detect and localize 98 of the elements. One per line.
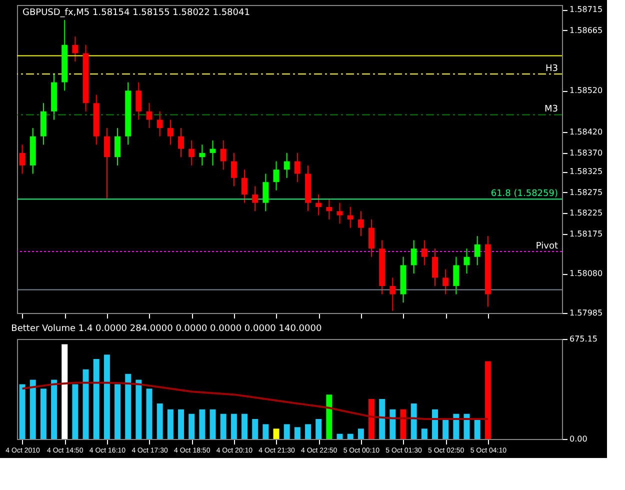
bar [19,384,26,439]
y-tick-label: 1.58175 [570,230,603,239]
candlestick [104,128,110,200]
bar [178,409,184,439]
bar [104,354,110,439]
y-tick-label: 1.58520 [570,86,603,96]
ref-line-label: 61.8 (1.58259) [490,189,558,200]
bar [220,414,226,439]
bar [93,359,100,439]
ref-line-label: Pivot [536,241,558,252]
candlestick [188,140,195,166]
ref-line-label: M3 [544,104,558,115]
bar [453,414,460,439]
ref-line-label: H3 [546,64,558,74]
candlestick [273,160,280,191]
bar [199,409,206,439]
candlestick [156,110,163,137]
bar [442,419,449,439]
bar [316,419,322,439]
bar [368,399,375,439]
candlestick [336,202,343,224]
bar [252,419,258,439]
y-tick-label: 1.58275 [570,188,603,197]
candlestick [368,218,375,258]
bar [230,414,237,439]
bar [210,409,216,439]
y-tick-label: 675.15 [570,334,598,344]
candlestick [347,206,354,228]
bar [432,409,438,439]
bar [273,428,280,439]
bar [72,384,78,439]
candlestick [410,240,417,274]
candlestick [442,268,449,295]
candlestick [464,248,470,274]
bar [136,380,142,439]
bar [294,427,300,439]
candlestick [178,128,184,158]
candlestick [220,140,226,170]
chart-title: GBPUSD_fx,M5 1.58154 1.58155 1.58022 1.58041 [22,8,250,18]
candlestick [421,240,428,266]
candlestick [294,152,300,183]
y-tick-label: 0.00 [570,434,588,444]
bar [156,403,163,439]
bar [347,434,354,439]
y-tick-label: 1.58420 [570,128,603,137]
bar [421,428,428,439]
candlestick [474,236,480,266]
bar [474,419,480,439]
candlestick [210,140,216,166]
bar [114,384,121,439]
bar [284,424,290,439]
bar [30,380,36,439]
candlestick [230,152,237,187]
candlestick [390,277,396,312]
bar [410,403,417,439]
y-tick-label: 1.58665 [570,26,603,35]
candlestick [167,119,174,146]
bar [464,414,470,439]
candlestick [242,169,248,204]
bar [336,434,343,439]
y-tick-label: 1.58325 [570,167,603,176]
candlestick [453,256,460,295]
y-tick-label: 1.58225 [570,208,603,218]
bar [242,414,248,439]
bar [51,380,58,439]
candlestick [199,144,206,166]
bar [125,374,132,439]
candlestick [72,36,78,62]
candlestick [146,102,152,129]
bar [326,394,332,439]
candlestick [284,152,290,178]
bar [188,414,195,439]
bar [262,424,269,439]
candlestick [326,198,332,220]
bar [358,428,364,439]
candlestick [19,144,26,174]
candlestick [316,194,322,216]
bar [82,369,89,439]
candlestick [136,82,142,120]
y-tick-label: 1.58370 [570,148,603,158]
candlestick [358,210,364,237]
bar [400,409,406,439]
bar [305,424,312,439]
bar [379,399,386,439]
chart-title: Better Volume 1.4 0.0000 284.0000 0.0000 0.0000 0.0000 140.0000 [11,324,322,334]
bar [146,388,152,439]
bar [484,361,491,439]
candlestick [114,128,121,166]
candlestick [432,248,438,286]
y-tick-label: 1.58715 [570,5,603,14]
candlestick [252,186,258,212]
candlestick [262,173,269,212]
bar [390,409,396,439]
bar [167,409,174,439]
y-tick-label: 1.57985 [570,308,603,318]
line-series [21,382,489,420]
bar [40,388,46,439]
y-tick-label: 1.58080 [570,269,603,278]
